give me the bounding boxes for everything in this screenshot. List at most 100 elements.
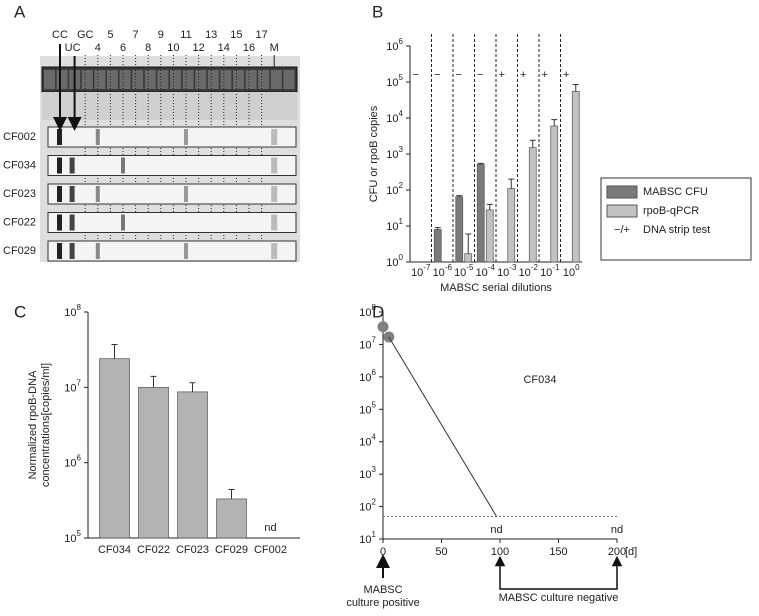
reference-cell [107, 70, 118, 89]
y-tick-label: 103 [386, 145, 403, 161]
bar [455, 196, 464, 263]
lane-label: 6 [120, 42, 126, 54]
band [69, 186, 75, 202]
legend-symbol: −/+ [614, 224, 630, 236]
x-tick-label: CF029 [215, 544, 248, 556]
bar [571, 90, 580, 263]
error-bar [508, 178, 515, 189]
y-tick-label: 106 [386, 37, 403, 53]
y-tick-label: 106 [64, 454, 81, 470]
legend-label: rpoB-qPCR [643, 205, 699, 217]
reference-cell [81, 70, 93, 89]
x-tick-label: 50 [435, 546, 447, 558]
x-tick-label-exp: -2 [531, 263, 539, 272]
bar [485, 209, 494, 263]
line [388, 336, 497, 517]
y-tick-label: 105 [359, 400, 376, 416]
error-bar [228, 489, 235, 499]
bar [507, 188, 516, 263]
legend-label: DNA strip test [643, 224, 710, 236]
reference-cell [182, 70, 194, 89]
sample-strip [47, 212, 297, 233]
x-tick-label: 10-6 [433, 263, 453, 279]
band [57, 186, 62, 202]
x-tick-label-exp: -7 [423, 263, 431, 272]
panel-label: B [372, 2, 383, 21]
error-bar [572, 84, 579, 92]
band [69, 157, 75, 174]
y-tick-label-base: 10 [359, 534, 371, 546]
y-tick-label-base: 10 [64, 458, 76, 470]
strip-test-result: + [563, 69, 569, 81]
reference-cell [270, 70, 282, 89]
x-tick-label: CF002 [254, 544, 287, 556]
error-bar [434, 227, 441, 230]
y-tick-label: 102 [386, 181, 403, 197]
band [57, 214, 62, 231]
band [57, 243, 62, 259]
lane-label: 4 [95, 42, 101, 54]
nd-label: nd [490, 524, 502, 536]
y-tick-label-base: 10 [386, 149, 398, 161]
band [69, 243, 75, 259]
error-bar [189, 382, 196, 392]
x-tick-label: 10-7 [411, 263, 431, 279]
bar [528, 147, 537, 263]
reference-cell [207, 70, 219, 89]
lane-label: 12 [192, 42, 204, 54]
x-tick-label-base: 10 [497, 267, 509, 279]
y-tick-label-exp: 6 [399, 37, 404, 46]
y-tick-label-base: 10 [359, 339, 371, 351]
band [271, 186, 278, 202]
y-tick-label-exp: 8 [77, 303, 82, 312]
strip-test-result: + [520, 69, 526, 81]
x-tick-label: 10-3 [497, 263, 517, 279]
annotation: CF034 [523, 374, 556, 386]
y-tick-label-exp: 7 [77, 378, 82, 387]
lane-label: 14 [218, 42, 230, 54]
reference-shadow [42, 92, 297, 120]
reference-cell [245, 70, 257, 89]
lane-label: 5 [107, 29, 113, 41]
error-bar [456, 195, 463, 197]
panel-label: D [372, 302, 384, 321]
bar [99, 358, 130, 539]
band [271, 129, 278, 145]
sample-strip [47, 155, 297, 176]
reference-cell [44, 70, 55, 89]
x-tick-label: 0 [380, 546, 386, 558]
reference-cell [258, 70, 270, 89]
y-tick-label-exp: 4 [399, 109, 404, 118]
error-bar [150, 375, 157, 388]
lane-label: 11 [180, 29, 191, 41]
y-tick-label: 100 [386, 253, 403, 269]
y-axis-label: concentrations[copies/ml] [40, 363, 52, 487]
reference-cell [56, 70, 68, 89]
reference-cell [94, 70, 106, 89]
reference-cell [233, 70, 244, 89]
lane-label: 15 [230, 29, 242, 41]
y-tick-label: 108 [359, 303, 376, 319]
y-tick-label-exp: 3 [372, 465, 377, 474]
y-tick-label: 103 [359, 465, 376, 481]
y-axis-label: Normalized rpoB-DNA [27, 370, 39, 479]
x-unit: [d] [625, 546, 637, 558]
lane-label: 9 [158, 29, 164, 41]
legend-label: MABSC CFU [643, 186, 708, 198]
value-label: nd [264, 522, 276, 534]
event-bracket [494, 555, 623, 590]
lane-label: M [270, 42, 279, 54]
lane-label: UC [65, 42, 81, 54]
strip-test-result: − [477, 69, 483, 81]
x-tick-label-base: 10 [476, 267, 488, 279]
x-tick-label: 100 [491, 546, 509, 558]
y-tick-label: 105 [64, 529, 81, 545]
x-tick-label-exp: -5 [466, 263, 474, 272]
reference-cell [220, 70, 232, 89]
y-tick-label-exp: 3 [399, 145, 404, 154]
x-tick-label: CF034 [98, 544, 131, 556]
y-tick-label-base: 10 [386, 185, 398, 197]
y-tick-label-exp: 6 [372, 368, 377, 377]
y-tick-label-exp: 1 [399, 217, 404, 226]
y-tick-label-exp: 4 [372, 433, 377, 442]
